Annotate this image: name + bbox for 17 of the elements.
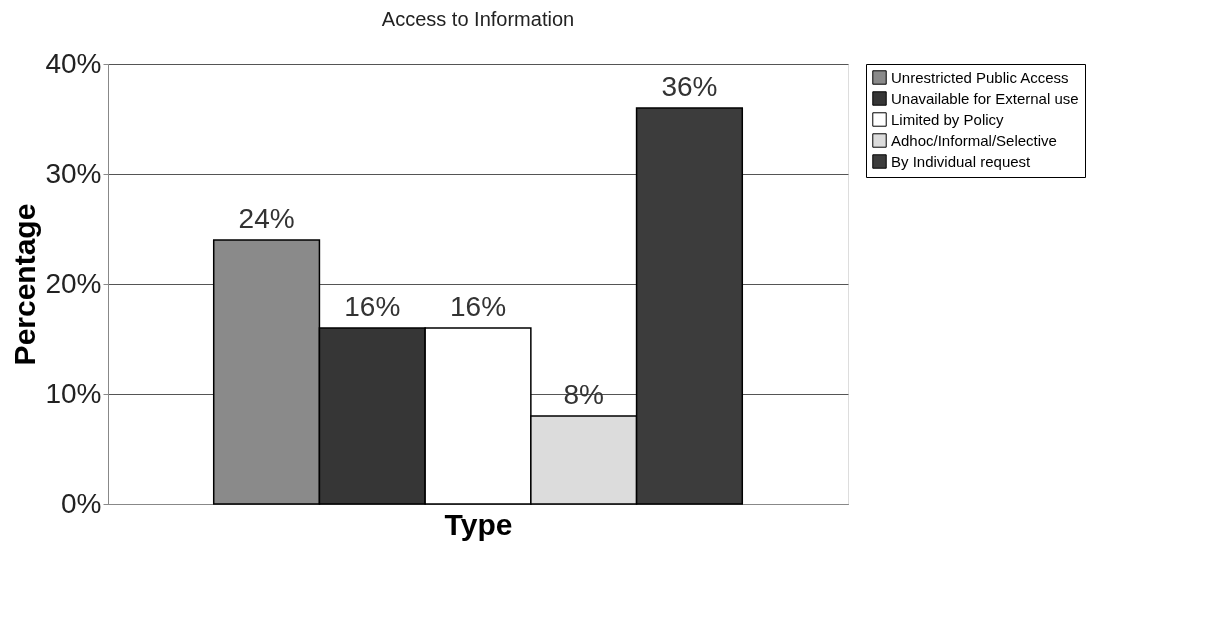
data-label: 16% <box>449 291 507 322</box>
legend-label: Unavailable for External use <box>891 89 1079 107</box>
legend-label: Limited by Policy <box>891 110 1005 128</box>
y-tick-label: 30% <box>45 157 102 189</box>
data-label: 36% <box>661 71 718 102</box>
y-tick-label: 0% <box>61 487 102 519</box>
y-tick-label: 10% <box>45 377 102 409</box>
y-tick-label: 20% <box>45 267 102 299</box>
legend-label: Unrestricted Public Access <box>891 68 1069 86</box>
x-axis-title: Type <box>444 507 513 541</box>
chart-title: Access to Information <box>381 8 575 30</box>
y-axis-title: Percentage <box>8 203 42 366</box>
legend-label: By Individual request <box>891 152 1032 170</box>
legend-label: Adhoc/Informal/Selective <box>891 131 1057 149</box>
y-tick-label: 40% <box>45 47 102 79</box>
data-label: 24% <box>238 203 295 234</box>
data-label: 16% <box>344 291 401 322</box>
